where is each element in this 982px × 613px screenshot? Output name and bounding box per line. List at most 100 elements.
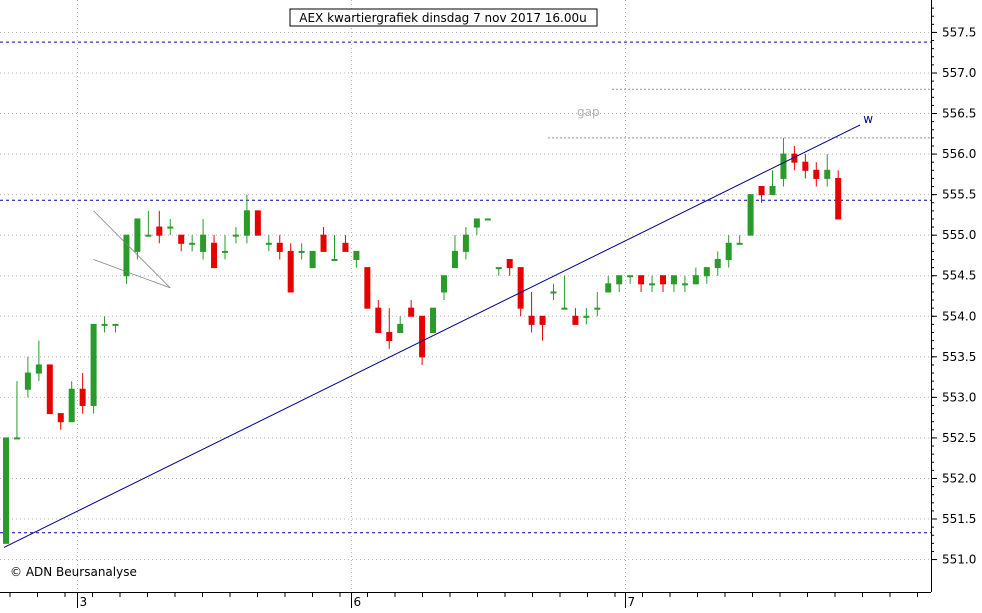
candle-up — [692, 275, 699, 285]
y-tick-label: 555.0 — [942, 228, 976, 242]
candle-up — [824, 169, 831, 179]
candle-up — [243, 210, 250, 236]
candle-down — [254, 210, 261, 236]
pattern-line-upper — [93, 210, 171, 289]
candle-down — [517, 267, 524, 309]
x-tick-label: 7 — [628, 595, 636, 609]
candle-up — [298, 250, 305, 253]
candle-down — [79, 388, 86, 406]
grid-lines — [0, 0, 931, 592]
candle-up — [265, 242, 272, 245]
candle-down — [386, 331, 393, 342]
y-tick-label: 553.5 — [942, 350, 976, 364]
labels: AEX kwartiergrafiek dinsdag 7 nov 2017 1… — [10, 8, 598, 579]
trendline-group: w — [3, 112, 873, 548]
candle-up — [451, 250, 458, 269]
y-tick-label: 556.0 — [942, 147, 976, 161]
candle-up — [167, 226, 174, 229]
y-tick-label: 552.5 — [942, 431, 976, 445]
candle-up — [397, 323, 404, 333]
candle-up — [605, 283, 612, 293]
candle-down — [276, 242, 283, 252]
candle-up — [462, 234, 469, 252]
candle-up — [780, 153, 787, 179]
pattern-line-lower — [93, 259, 171, 289]
trendline-label: w — [863, 112, 873, 126]
candle-up — [736, 242, 743, 245]
candle-down — [660, 275, 666, 285]
candle-down — [802, 161, 809, 171]
y-tick-label: 557.5 — [942, 25, 976, 39]
copyright-label: © ADN Beursanalyse — [10, 565, 137, 579]
candle-up — [769, 186, 776, 196]
candle-down — [528, 315, 535, 325]
y-tick-label: 557.0 — [942, 66, 976, 80]
y-tick-label: 551.5 — [942, 512, 976, 526]
candle-up — [583, 315, 590, 318]
candle-up — [112, 323, 119, 326]
y-tick-label: 554.0 — [942, 309, 976, 323]
candle-up — [309, 250, 316, 269]
candle-down — [46, 364, 53, 415]
y-tick-label: 551.0 — [942, 553, 976, 567]
y-tick-label: 555.5 — [942, 188, 976, 202]
candle-up — [68, 388, 75, 423]
candle-up — [703, 267, 710, 277]
candle-up — [189, 242, 196, 245]
candle-up — [353, 250, 360, 261]
candle-down — [287, 250, 294, 293]
candle-down — [758, 186, 765, 196]
candle-up — [594, 307, 601, 310]
candle-up — [561, 307, 568, 310]
candle-up — [495, 267, 502, 270]
candle-up — [441, 275, 447, 293]
candle-down — [375, 307, 382, 333]
candle-up — [681, 283, 688, 286]
candle-up — [13, 437, 20, 440]
candle-up — [3, 437, 9, 544]
candle-up — [473, 218, 480, 228]
chart-title: AEX kwartiergrafiek dinsdag 7 nov 2017 1… — [299, 11, 586, 25]
candle-down — [178, 234, 185, 244]
y-tick-label: 553.0 — [942, 390, 976, 404]
gap-label: gap — [577, 105, 600, 119]
candle-down — [57, 413, 64, 423]
candle-up — [747, 194, 754, 236]
candle-down — [539, 315, 546, 325]
candle-up — [134, 218, 141, 252]
y-tick-label: 554.5 — [942, 269, 976, 283]
horizontal-support-lines — [0, 41, 931, 534]
candle-up — [123, 234, 130, 277]
candle-down — [419, 315, 426, 358]
candle-down — [813, 169, 820, 179]
candle-up — [725, 242, 732, 261]
candle-up — [222, 250, 228, 253]
gap-reference-lines: gap — [548, 88, 931, 139]
candle-up — [90, 323, 97, 406]
candle-down — [342, 242, 349, 252]
candle-up — [670, 275, 677, 285]
x-tick-label: 6 — [354, 595, 362, 609]
candle-up — [430, 307, 437, 333]
candle-up — [200, 234, 207, 252]
candle-up — [627, 275, 634, 278]
candle-up — [24, 372, 31, 390]
x-tick-label: 3 — [80, 595, 88, 609]
candle-up — [649, 283, 656, 286]
candles — [3, 137, 842, 544]
candle-down — [506, 259, 513, 269]
candle-up — [550, 291, 557, 294]
candle-up — [35, 364, 42, 374]
candle-down — [408, 307, 415, 317]
candle-down — [320, 234, 327, 252]
candle-down — [572, 315, 579, 325]
title-box — [289, 8, 598, 27]
candle-up — [145, 234, 152, 237]
candle-down — [211, 242, 218, 269]
candle-up — [616, 275, 623, 285]
candle-down — [364, 267, 371, 309]
candle-down — [835, 177, 842, 220]
